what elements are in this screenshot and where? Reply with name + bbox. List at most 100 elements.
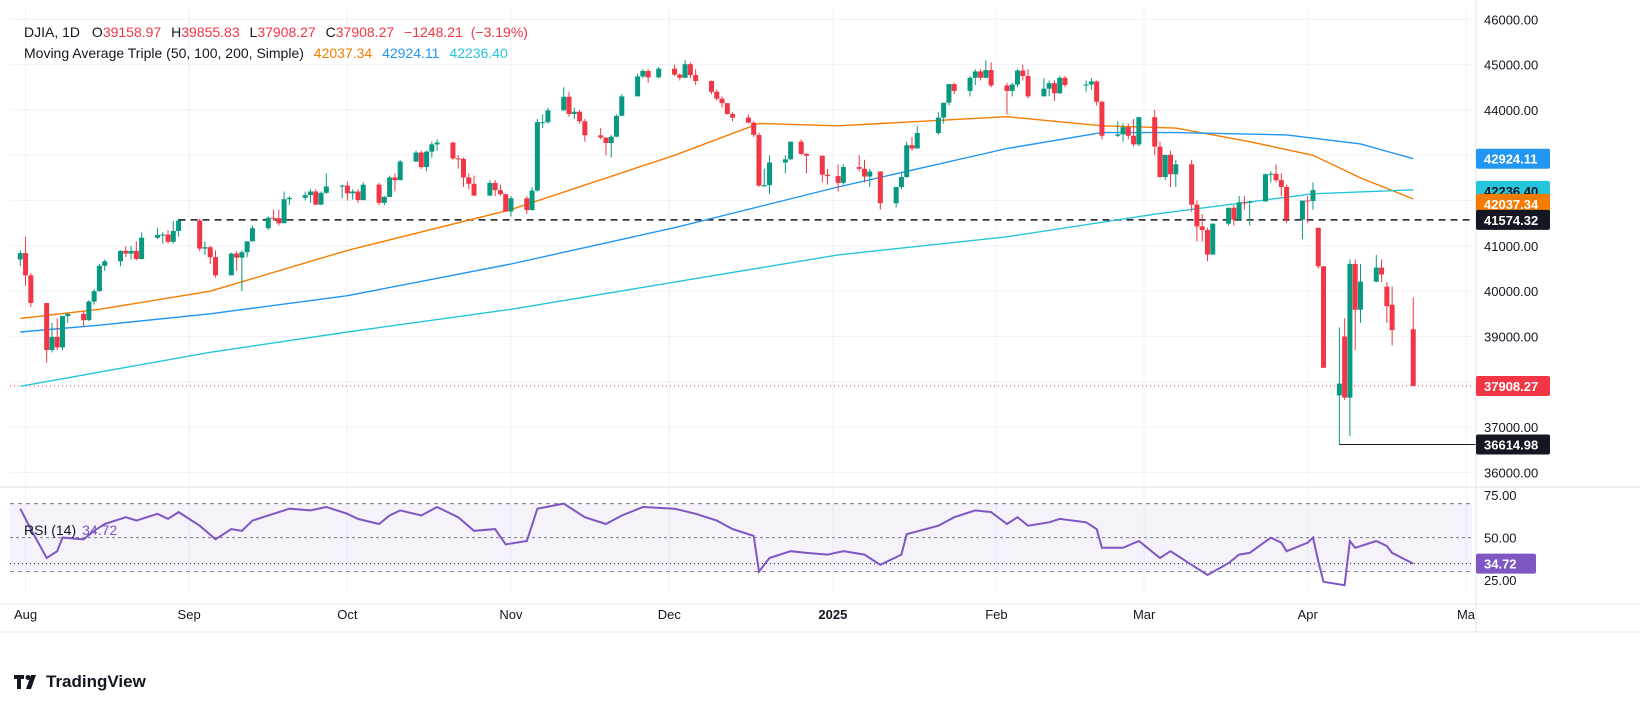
candle-body xyxy=(1284,186,1290,220)
candle-body xyxy=(577,111,583,122)
candle-body xyxy=(1136,117,1142,145)
candle-body xyxy=(1373,267,1379,282)
candle-body xyxy=(91,291,97,302)
candle-body xyxy=(1321,266,1327,368)
candle-body xyxy=(534,122,540,191)
candle-body xyxy=(767,162,773,186)
candle-body xyxy=(1336,383,1342,396)
candle-body xyxy=(687,64,693,76)
candle-body xyxy=(249,228,255,242)
symbol-name[interactable]: DJIA xyxy=(24,24,55,40)
open-label: O xyxy=(91,24,103,40)
interval[interactable]: 1D xyxy=(62,24,81,40)
candle-body xyxy=(1094,81,1100,102)
candle-body xyxy=(840,167,846,183)
price-tag xyxy=(1476,375,1550,396)
candle-body xyxy=(635,76,641,97)
candle-body xyxy=(619,96,625,116)
candlestick-series xyxy=(17,60,1416,445)
candle-body xyxy=(1025,75,1031,97)
candle-body xyxy=(265,217,271,229)
y-tick-label: 36000.00 xyxy=(1484,465,1538,480)
candle-body xyxy=(492,182,498,191)
candle-body xyxy=(867,171,873,177)
x-tick-label: Dec xyxy=(658,607,682,622)
candle-body xyxy=(1157,146,1163,177)
candle-body xyxy=(967,77,973,91)
candle-body xyxy=(951,84,957,91)
candle-body xyxy=(1173,164,1179,175)
candle-body xyxy=(1342,336,1348,398)
price-tag xyxy=(1476,434,1550,455)
candle-body xyxy=(724,103,730,115)
candle-body xyxy=(397,161,403,181)
candle-body xyxy=(139,237,145,260)
candle-body xyxy=(213,257,219,276)
close-value: 37908.27 xyxy=(335,24,395,40)
rsi-line xyxy=(19,502,1414,587)
candle-body xyxy=(1051,83,1057,94)
candle-body xyxy=(751,122,757,135)
candle-body xyxy=(598,135,604,138)
candle-body xyxy=(1168,154,1174,175)
candle-body xyxy=(429,144,435,152)
rsi-legend: RSI (14) 34.72 xyxy=(24,522,117,538)
rsi-label[interactable]: RSI (14) xyxy=(24,522,77,538)
candle-body xyxy=(286,197,292,200)
candle-body xyxy=(202,247,208,249)
price-tag-label: 36614.98 xyxy=(1484,438,1538,453)
candle-body xyxy=(313,191,319,205)
candle-body xyxy=(450,142,456,159)
candle-body xyxy=(28,275,34,303)
candle-body xyxy=(434,142,440,145)
candle-body xyxy=(1204,230,1210,255)
candle-body xyxy=(207,247,213,258)
candle-body xyxy=(1062,77,1068,86)
candle-body xyxy=(318,192,324,205)
candle-body xyxy=(1083,84,1089,86)
candle-body xyxy=(1041,88,1047,97)
candle-body xyxy=(413,152,419,162)
candle-body xyxy=(788,141,794,160)
candle-body xyxy=(339,185,345,187)
close-label: C xyxy=(325,24,336,40)
candle-body xyxy=(123,250,129,254)
candle-body xyxy=(271,217,277,219)
candle-body xyxy=(344,185,350,194)
candle-body xyxy=(782,159,788,163)
ma-line-ma200 xyxy=(20,189,1414,387)
candle-body xyxy=(1120,127,1126,135)
candle-body xyxy=(1247,201,1253,203)
x-tick-label: Sep xyxy=(178,607,201,622)
candle-body xyxy=(1020,70,1026,76)
candle-body xyxy=(1268,173,1274,175)
candle-body xyxy=(972,71,978,78)
candle-body xyxy=(466,177,472,184)
candle-body xyxy=(1189,164,1195,205)
tradingview-logo[interactable]: TradingView xyxy=(14,672,146,692)
candle-body xyxy=(302,195,308,198)
candle-body xyxy=(360,184,366,201)
y-tick-label: 44000.00 xyxy=(1484,103,1538,118)
x-tick-label: Oct xyxy=(337,607,358,622)
candle-body xyxy=(983,70,989,78)
x-tick-label: Nov xyxy=(499,607,523,622)
candle-body xyxy=(1305,200,1311,202)
change-value: −1248.21 xyxy=(404,24,463,40)
candle-body xyxy=(1315,227,1321,267)
candle-body xyxy=(819,155,825,175)
rsi-price-tag xyxy=(1476,553,1536,574)
candle-body xyxy=(281,199,287,224)
ma-legend: Moving Average Triple (50, 100, 200, Sim… xyxy=(24,45,508,61)
candle-body xyxy=(460,158,466,178)
ma-title[interactable]: Moving Average Triple (50, 100, 200, Sim… xyxy=(24,45,304,61)
candle-body xyxy=(640,70,646,77)
change-percent: (−3.19%) xyxy=(470,24,528,40)
candle-body xyxy=(730,114,736,118)
candle-body xyxy=(582,121,588,136)
high-value: 39855.83 xyxy=(181,24,240,40)
candle-body xyxy=(1099,101,1105,136)
candle-body xyxy=(978,71,984,78)
